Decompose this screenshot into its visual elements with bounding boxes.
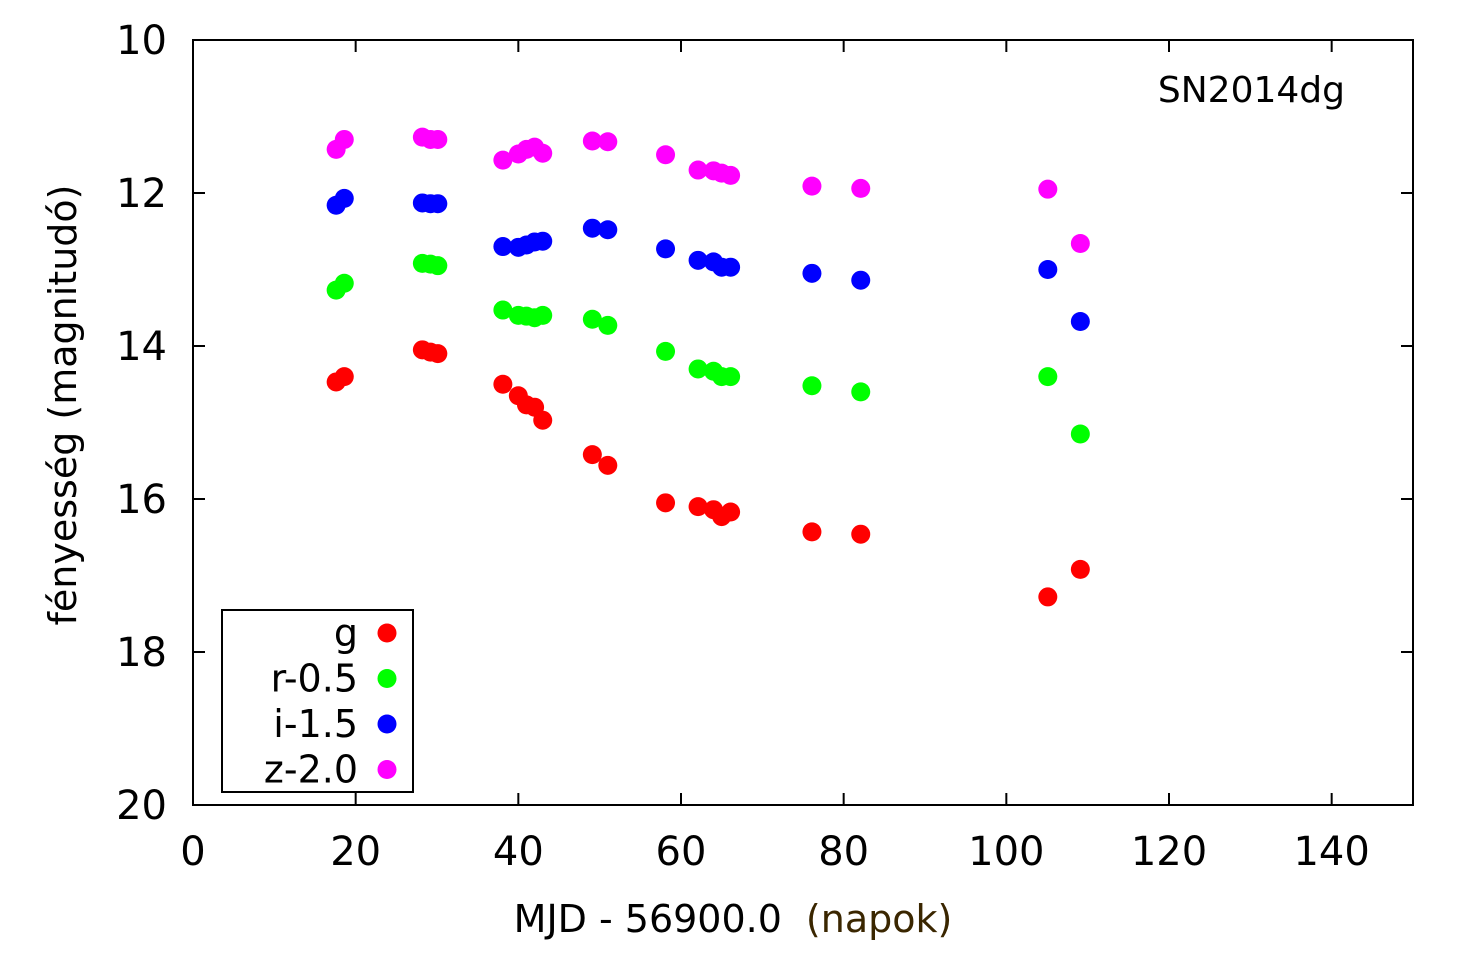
data-point	[656, 239, 676, 259]
axis-ticks	[193, 40, 1413, 805]
x-tick-label: 120	[1131, 829, 1207, 875]
data-point	[721, 257, 741, 277]
data-point	[802, 263, 822, 283]
data-point	[851, 524, 871, 544]
legend-label: r-0.5	[271, 657, 358, 701]
data-point	[851, 270, 871, 290]
x-tick-label: 0	[180, 829, 205, 875]
data-point	[334, 367, 354, 387]
data-point	[688, 160, 708, 180]
series-i-1.5	[326, 188, 1090, 332]
data-point	[1070, 559, 1090, 579]
x-tick-label: 20	[330, 829, 381, 875]
data-point	[656, 145, 676, 165]
data-point	[688, 497, 708, 517]
data-point	[851, 178, 871, 198]
data-point	[721, 165, 741, 185]
data-point	[493, 150, 513, 170]
data-point	[428, 129, 448, 149]
data-point	[533, 410, 553, 430]
data-point	[334, 273, 354, 293]
data-point	[688, 250, 708, 270]
data-point	[334, 129, 354, 149]
y-tick-labels: 10 12 14 16 18 20	[116, 18, 167, 829]
x-axis-title: MJD - 56900.0 (napok)	[514, 897, 953, 941]
data-point	[802, 376, 822, 396]
y-axis-title: fényesség (magnitudó)	[41, 185, 85, 626]
data-point	[1070, 233, 1090, 253]
series-r-0.5	[326, 253, 1090, 444]
y-tick-label: 16	[116, 477, 167, 523]
y-tick-label: 10	[116, 18, 167, 64]
data-point	[1038, 587, 1058, 607]
x-tick-label: 60	[656, 829, 707, 875]
legend-label: g	[334, 611, 358, 655]
chart-annotation: SN2014dg	[1158, 70, 1345, 111]
data-point	[493, 374, 513, 394]
data-point	[1070, 424, 1090, 444]
data-points	[326, 127, 1090, 607]
data-point	[721, 502, 741, 522]
legend-marker	[377, 714, 397, 734]
data-point	[1038, 260, 1058, 279]
data-point	[428, 344, 448, 364]
data-point	[851, 382, 871, 402]
data-point	[582, 218, 602, 238]
data-point	[688, 359, 708, 379]
data-point	[802, 176, 822, 196]
legend-marker	[377, 669, 397, 688]
legend-marker	[377, 760, 397, 779]
y-tick-label: 14	[116, 324, 167, 370]
data-point	[582, 131, 602, 151]
series-g	[326, 340, 1090, 607]
y-tick-label: 20	[116, 783, 167, 829]
plot-frame	[192, 39, 1414, 806]
x-tick-labels: 0 20 40 60 80 100 120 140	[180, 829, 1370, 875]
data-point	[598, 132, 618, 152]
data-point	[802, 522, 822, 542]
data-point	[598, 315, 618, 335]
x-axis-title-main: MJD - 56900.0	[514, 897, 782, 941]
data-point	[1038, 367, 1058, 387]
data-point	[582, 445, 602, 465]
y-tick-label: 12	[116, 171, 167, 217]
data-point	[598, 220, 618, 240]
series-z-2.0	[326, 127, 1090, 253]
data-point	[656, 493, 676, 513]
legend-label: i-1.5	[273, 702, 358, 746]
x-tick-label: 140	[1293, 829, 1369, 875]
x-tick-label: 80	[818, 829, 869, 875]
legend-marker	[377, 623, 397, 643]
data-point	[721, 367, 741, 387]
data-point	[428, 256, 448, 276]
data-point	[533, 143, 553, 163]
y-tick-label: 18	[116, 630, 167, 676]
data-point	[428, 194, 448, 214]
data-point	[1070, 312, 1090, 332]
data-point	[656, 341, 676, 361]
data-point	[493, 237, 513, 257]
data-point	[533, 305, 553, 325]
x-tick-label: 100	[968, 829, 1044, 875]
legend-label: z-2.0	[264, 748, 358, 792]
data-point	[533, 231, 553, 251]
x-axis-title-suffix: (napok)	[806, 897, 952, 941]
legend: gr-0.5i-1.5z-2.0	[221, 609, 414, 793]
data-point	[582, 309, 602, 329]
data-point	[598, 455, 618, 475]
data-point	[1038, 179, 1058, 199]
x-tick-label: 40	[493, 829, 544, 875]
data-point	[334, 188, 354, 208]
data-point	[493, 300, 513, 320]
